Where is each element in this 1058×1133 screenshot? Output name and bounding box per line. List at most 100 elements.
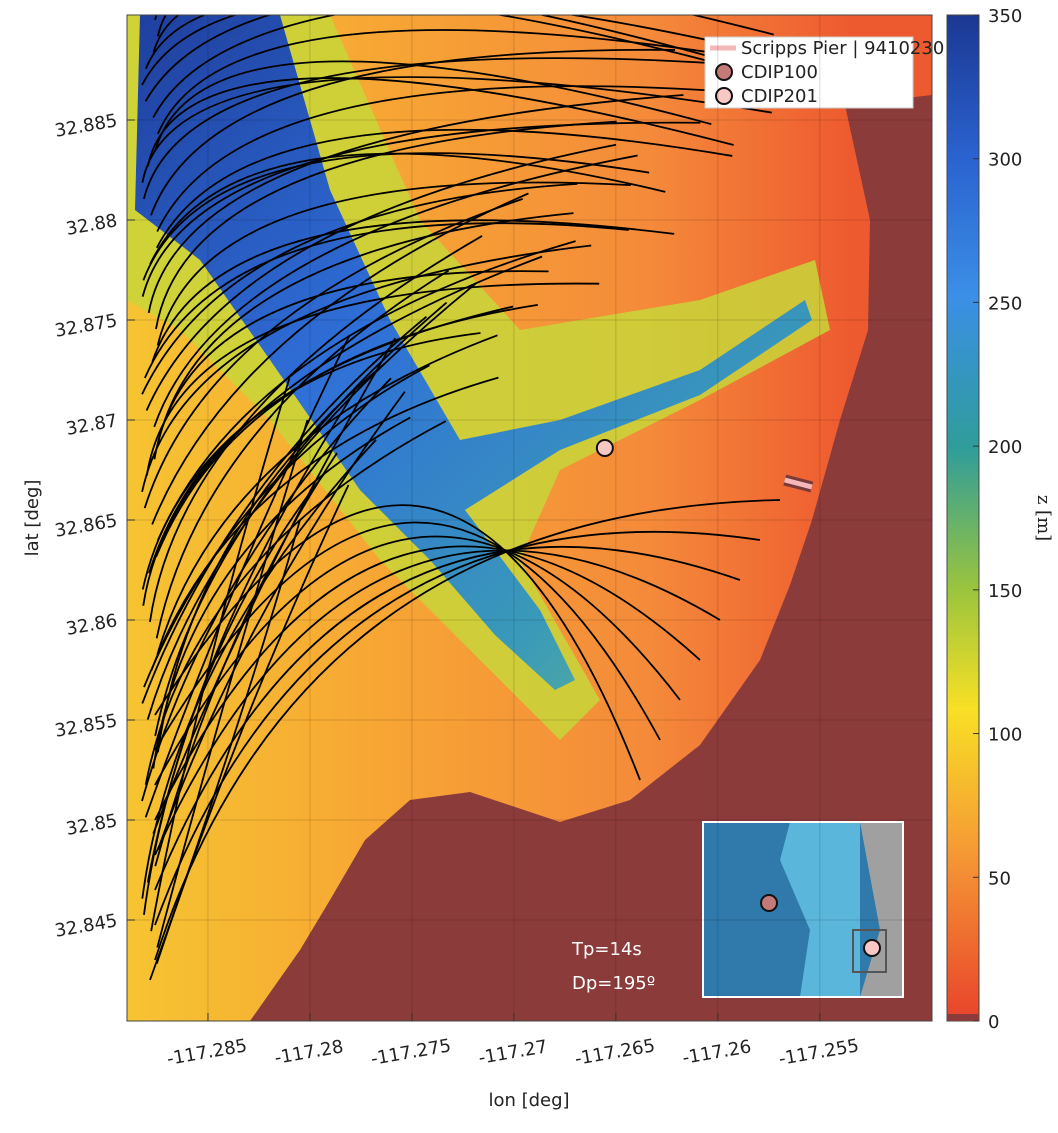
- wave-ray: [154, 545, 741, 891]
- y-tick-label: 32.86: [64, 610, 118, 640]
- wave-ray: [154, 499, 781, 961]
- legend-box: [704, 36, 914, 109]
- canyon: [135, 15, 812, 690]
- colorbar-tick-label: 250: [988, 293, 1022, 314]
- x-axis-label: lon [deg]: [488, 1090, 569, 1111]
- wave-ray: [144, 15, 827, 95]
- map-area: [127, 15, 932, 1021]
- x-tick-label: -117.255: [777, 1035, 860, 1070]
- wave-ray: [152, 337, 396, 834]
- wave-ray: [157, 391, 406, 851]
- legend-symbol: [715, 87, 733, 105]
- wave-ray: [155, 120, 617, 330]
- wave-ray: [156, 85, 719, 232]
- y-axis-label: lat [deg]: [22, 480, 43, 557]
- colorbar-tick-label: 50: [988, 868, 1011, 889]
- colorbar-label: z [m]: [1033, 495, 1054, 541]
- wave-ray: [146, 282, 477, 720]
- wave-ray: [142, 57, 720, 200]
- wave-ray: [143, 364, 430, 688]
- inset-zoom-box: [852, 929, 887, 973]
- inset-cdip201: [863, 939, 881, 957]
- wave-ray: [152, 15, 339, 119]
- y-tick-label: 32.845: [53, 910, 119, 942]
- y-tick-label: 32.875: [53, 310, 119, 342]
- inset-land: [860, 822, 903, 997]
- wave-ray: [152, 15, 822, 90]
- y-tick-label: 32.865: [53, 510, 119, 542]
- wave-ray: [144, 334, 351, 818]
- legend: Scripps Pier | 9410230 CDIP100 CDIP201: [704, 36, 944, 109]
- plot-frame: [126, 14, 933, 1022]
- wave-ray: [155, 484, 350, 965]
- wave-ray: [141, 76, 772, 183]
- wave-ray: [154, 504, 641, 781]
- legend-entry: CDIP100: [741, 62, 818, 83]
- wave-ray: [154, 530, 761, 926]
- wave-ray: [144, 15, 273, 102]
- y-tick-label: 32.85: [64, 810, 118, 840]
- wave-ray: [154, 549, 721, 856]
- wave-ray: [154, 545, 701, 821]
- wave-ray: [156, 240, 576, 542]
- x-tick-label: -117.285: [165, 1035, 248, 1070]
- wave-ray: [150, 48, 676, 216]
- wave-ray: [155, 269, 450, 639]
- colorbar-tick-label: 200: [988, 437, 1022, 458]
- wave-ray: [157, 212, 574, 444]
- wave-ray: [156, 334, 498, 655]
- wave-ray: [141, 15, 758, 86]
- wave-ray: [141, 244, 592, 493]
- inset: [702, 821, 904, 998]
- wave-ray: [150, 377, 291, 932]
- y-tick-label: 32.855: [53, 710, 119, 742]
- wave-ray: [156, 181, 631, 346]
- wave-ray: [154, 535, 681, 786]
- wave-ray: [147, 77, 734, 167]
- wave-ray: [156, 419, 309, 948]
- inset-cdip100: [760, 894, 778, 912]
- wave-ray: [142, 152, 650, 281]
- x-tick-label: -117.265: [573, 1035, 656, 1070]
- wave-ray: [149, 235, 483, 623]
- wave-ray: [154, 60, 712, 151]
- wave-ray: [151, 219, 675, 362]
- wave-ray: [156, 128, 733, 249]
- annotation: Dp=195º: [572, 973, 655, 994]
- wave-ray: [147, 94, 684, 314]
- land: [250, 95, 932, 1021]
- x-tick-label: -117.28: [273, 1036, 345, 1069]
- wave-ray: [155, 304, 538, 558]
- y-tick-label: 32.88: [64, 210, 118, 240]
- legend-symbol: [715, 63, 733, 81]
- wave-ray: [148, 332, 481, 574]
- wave-ray: [153, 154, 638, 428]
- wave-ray: [149, 152, 666, 265]
- inset-frame: [702, 821, 904, 998]
- annotation: Tp=14s: [571, 939, 642, 960]
- wave-ray: [154, 521, 661, 751]
- x-tick-label: -117.275: [369, 1035, 452, 1070]
- x-tick-label: -117.27: [477, 1036, 549, 1069]
- y-tick-label: 32.885: [53, 110, 119, 142]
- wave-ray: [141, 182, 578, 395]
- y-tick-label: 32.87: [64, 410, 118, 440]
- wave-ray: [144, 222, 629, 379]
- wave-ray: [145, 143, 617, 411]
- colorbar-land: [947, 1014, 979, 1021]
- colorbar-tick-label: 100: [988, 725, 1022, 746]
- buoy-point: [595, 439, 614, 457]
- x-tick-label: -117.26: [681, 1036, 753, 1069]
- colorbar-tick-label: 150: [988, 581, 1022, 602]
- wave-ray: [150, 376, 499, 672]
- colorbar-tick-label: 300: [988, 150, 1022, 171]
- inset-shallow: [780, 822, 860, 997]
- colorbar-tick-label: 350: [988, 6, 1022, 27]
- pier: [784, 477, 813, 490]
- colorbar: [946, 14, 980, 1022]
- wave-rays: [141, 15, 827, 981]
- legend-entry: CDIP201: [741, 86, 818, 107]
- legend-entry: Scripps Pier | 9410230: [741, 38, 944, 59]
- colorbar-tick-label: 0: [988, 1012, 999, 1033]
